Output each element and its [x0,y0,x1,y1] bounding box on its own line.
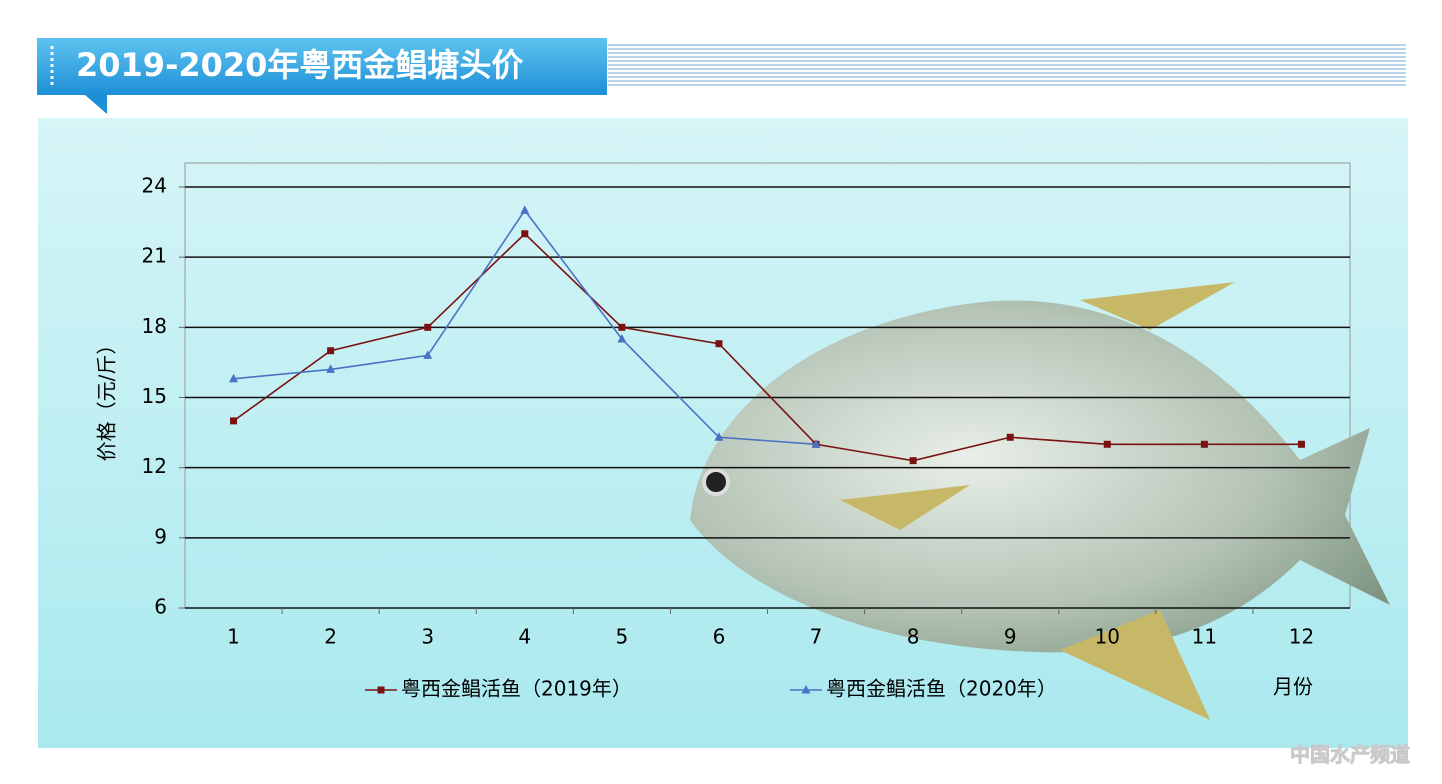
x-tick-label: 6 [713,625,726,649]
y-tick-label: 6 [154,595,167,619]
x-tick-label: 8 [907,625,920,649]
x-tick-label: 9 [1004,625,1017,649]
x-tick-label: 4 [518,625,531,649]
x-tick-label: 5 [616,625,629,649]
data-point [617,334,627,343]
data-point [327,347,335,355]
data-point [714,432,724,441]
chart-title: 2019-2020年粤西金鲳塘头价 [76,46,523,84]
y-axis-label: 价格（元/斤） [95,335,119,462]
legend-marker [801,685,811,694]
fish [690,282,1390,720]
data-point [1297,440,1305,448]
x-tick-label: 2 [324,625,337,649]
data-point [618,323,626,331]
data-point [811,439,821,448]
data-point [423,350,433,359]
x-tick-label: 10 [1095,625,1120,649]
x-tick-label: 3 [421,625,434,649]
data-point [1006,433,1014,441]
legend-label: 粤西金鲳活鱼（2020年） [826,677,1057,701]
data-point [424,323,432,331]
y-tick-label: 15 [142,384,167,408]
x-tick-label: 11 [1192,625,1217,649]
data-point [229,373,239,383]
header-tail [85,95,107,114]
legend-marker [377,686,385,694]
x-tick-label: 12 [1289,625,1314,649]
data-point [230,417,238,425]
data-point [715,340,723,348]
y-tick-label: 24 [142,174,167,198]
data-point [326,364,336,373]
data-point [1103,440,1111,448]
legend-label: 粤西金鲳活鱼（2019年） [401,677,632,701]
x-tick-label: 7 [810,625,823,649]
y-tick-label: 12 [142,454,167,478]
y-tick-label: 18 [142,314,167,338]
y-tick-label: 9 [154,524,167,548]
series-line [233,232,1302,462]
header-stripes [608,42,1406,88]
watermark: 中国水产频道 [1290,743,1410,767]
data-point [909,457,917,465]
x-axis-label: 月份 [1273,675,1313,699]
header-bar [37,38,607,95]
data-point [520,205,530,214]
y-tick-label: 21 [142,244,167,268]
x-tick-label: 1 [227,625,240,649]
data-point [521,230,529,238]
data-point [1200,440,1208,448]
